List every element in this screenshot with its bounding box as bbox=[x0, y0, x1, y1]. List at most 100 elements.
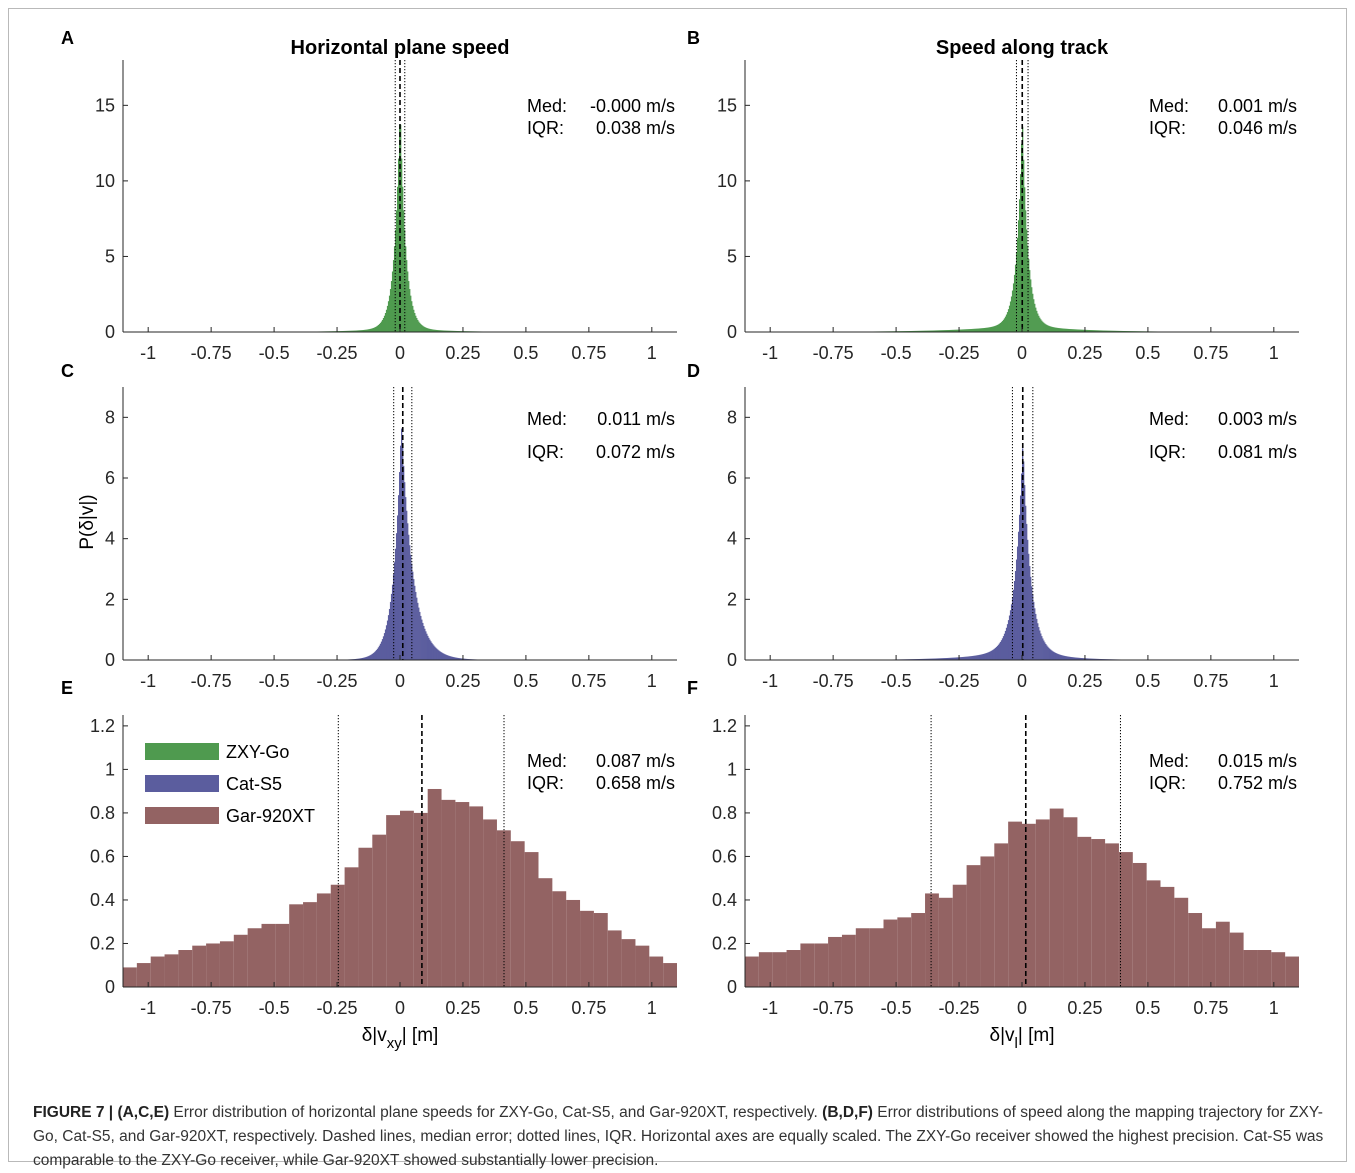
bar bbox=[220, 941, 234, 987]
x-tick-label: -0.5 bbox=[881, 671, 912, 691]
bar bbox=[1091, 839, 1105, 987]
x-tick-label: -1 bbox=[140, 998, 156, 1018]
bar bbox=[870, 928, 884, 987]
x-tick-label: -1 bbox=[140, 671, 156, 691]
y-tick-label: 15 bbox=[95, 95, 115, 115]
bar bbox=[386, 815, 400, 987]
x-tick-label: 1 bbox=[1269, 998, 1279, 1018]
y-tick-label: 0.6 bbox=[90, 846, 115, 866]
y-tick-label: 0 bbox=[727, 322, 737, 342]
bars-cat-s5 bbox=[882, 448, 1128, 660]
x-tick-label: -0.25 bbox=[939, 343, 980, 363]
x-tick-label: -0.5 bbox=[881, 998, 912, 1018]
x-tick-label: -0.75 bbox=[813, 998, 854, 1018]
x-tick-label: -1 bbox=[140, 343, 156, 363]
bar bbox=[483, 819, 497, 987]
x-tick-label: 0.5 bbox=[1135, 343, 1160, 363]
bar bbox=[455, 802, 469, 987]
y-tick-label: 0.6 bbox=[712, 846, 737, 866]
bar bbox=[1008, 822, 1022, 987]
bar bbox=[1161, 887, 1175, 987]
iqr-stat-label: IQR: bbox=[1149, 442, 1186, 462]
y-tick-label: 0 bbox=[105, 322, 115, 342]
x-tick-label: 0.25 bbox=[1067, 998, 1102, 1018]
median-stat-value: 0.087 m/s bbox=[596, 751, 675, 771]
bars-cat-s5 bbox=[345, 429, 482, 660]
bar bbox=[759, 952, 773, 987]
median-stat-label: Med: bbox=[1149, 96, 1189, 116]
bar bbox=[1285, 957, 1299, 987]
median-stat-label: Med: bbox=[527, 96, 567, 116]
bar bbox=[939, 898, 953, 987]
bar bbox=[745, 957, 759, 987]
bar bbox=[345, 867, 359, 987]
y-tick-label: 6 bbox=[727, 468, 737, 488]
x-tick-label: 0.25 bbox=[445, 343, 480, 363]
y-tick-label: 2 bbox=[727, 589, 737, 609]
iqr-stat-value: 0.072 m/s bbox=[596, 442, 675, 462]
x-tick-label: -0.75 bbox=[813, 343, 854, 363]
x-axis-label-left: δ|vxy| [m] bbox=[362, 1025, 439, 1052]
panel-letter: D bbox=[687, 361, 700, 381]
iqr-stat-value: 0.658 m/s bbox=[596, 773, 675, 793]
x-tick-label: 0.75 bbox=[571, 671, 606, 691]
x-tick-label: -0.25 bbox=[939, 671, 980, 691]
bar bbox=[1230, 933, 1244, 987]
x-tick-label: 0.5 bbox=[513, 671, 538, 691]
bar bbox=[303, 902, 317, 987]
bar bbox=[1064, 817, 1078, 987]
caption-lead: FIGURE 7 | bbox=[33, 1104, 117, 1121]
x-tick-label: 0.75 bbox=[1193, 671, 1228, 691]
bar bbox=[828, 937, 842, 987]
legend-label: Gar-920XT bbox=[226, 806, 315, 826]
x-tick-label: 0 bbox=[1017, 343, 1027, 363]
y-tick-label: 4 bbox=[727, 529, 737, 549]
x-tick-label: -0.25 bbox=[317, 671, 358, 691]
bar bbox=[842, 935, 856, 987]
x-tick-label: -0.5 bbox=[259, 671, 290, 691]
median-stat-value: 0.015 m/s bbox=[1218, 751, 1297, 771]
bar bbox=[511, 841, 525, 987]
x-tick-label: 1 bbox=[647, 998, 657, 1018]
caption-part2-bold: (B,D,F) bbox=[822, 1104, 873, 1121]
bar bbox=[248, 928, 262, 987]
bar bbox=[594, 913, 608, 987]
y-tick-label: 0 bbox=[105, 650, 115, 670]
bar bbox=[275, 924, 289, 987]
median-stat-value: 0.001 m/s bbox=[1218, 96, 1297, 116]
x-tick-label: 0.25 bbox=[445, 671, 480, 691]
iqr-stat-value: 0.046 m/s bbox=[1218, 118, 1297, 138]
bars-zxy-go bbox=[860, 127, 1171, 332]
median-stat-value: -0.000 m/s bbox=[590, 96, 675, 116]
iqr-stat-label: IQR: bbox=[527, 442, 564, 462]
median-stat-label: Med: bbox=[527, 751, 567, 771]
x-tick-label: 0.25 bbox=[1067, 343, 1102, 363]
x-tick-label: 0.25 bbox=[1067, 671, 1102, 691]
y-tick-label: 0.2 bbox=[90, 933, 115, 953]
y-tick-label: 1.2 bbox=[90, 716, 115, 736]
bar bbox=[123, 967, 137, 987]
x-tick-label: -0.25 bbox=[317, 998, 358, 1018]
bar bbox=[525, 852, 539, 987]
bar bbox=[608, 930, 622, 987]
x-tick-label: 0 bbox=[1017, 998, 1027, 1018]
panel-letter: F bbox=[687, 678, 698, 698]
bar bbox=[814, 943, 828, 987]
bar bbox=[1022, 824, 1036, 987]
bar bbox=[663, 963, 677, 987]
bar bbox=[289, 904, 303, 987]
iqr-stat-value: 0.038 m/s bbox=[596, 118, 675, 138]
bar bbox=[151, 957, 165, 987]
legend-swatch bbox=[145, 775, 219, 792]
bar bbox=[400, 811, 414, 987]
bar bbox=[358, 848, 372, 987]
y-tick-label: 10 bbox=[95, 171, 115, 191]
x-tick-label: 0 bbox=[1017, 671, 1027, 691]
x-tick-label: 1 bbox=[647, 671, 657, 691]
bar bbox=[165, 954, 179, 987]
x-tick-label: 0.75 bbox=[1193, 998, 1228, 1018]
bar bbox=[1244, 950, 1258, 987]
median-stat-value: 0.003 m/s bbox=[1218, 409, 1297, 429]
bar bbox=[178, 950, 192, 987]
